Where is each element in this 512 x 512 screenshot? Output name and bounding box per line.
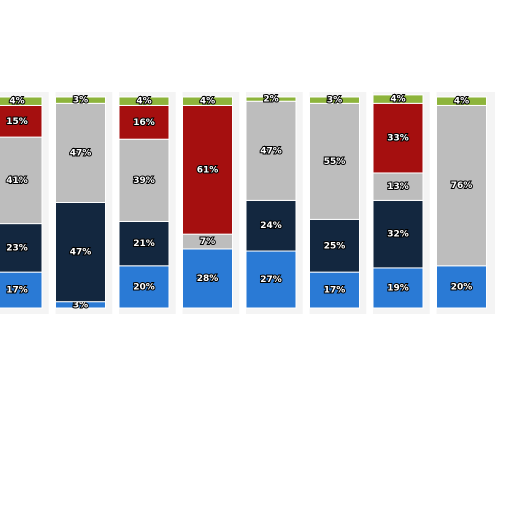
- column-gap: [112, 92, 119, 314]
- value-label: 39%: [133, 176, 155, 186]
- value-label: 4%: [390, 95, 405, 105]
- value-label: 33%: [387, 134, 409, 144]
- value-label: 32%: [387, 230, 409, 240]
- value-label: 20%: [451, 282, 473, 292]
- value-label: 3%: [73, 300, 88, 310]
- bar-segment: [118, 220, 170, 267]
- value-label: 16%: [133, 118, 155, 128]
- value-label: 27%: [260, 275, 282, 285]
- value-label: 47%: [70, 248, 92, 258]
- bar-segment: [309, 96, 360, 104]
- bar-segment: [245, 199, 297, 252]
- bar-segment: [55, 102, 106, 203]
- bar-segment: [182, 248, 233, 309]
- bar-segment: [372, 199, 424, 269]
- bar-segment: [372, 94, 424, 104]
- value-label: 19%: [387, 283, 409, 293]
- bar-segment: [245, 100, 297, 201]
- bar-segment: [245, 250, 297, 309]
- value-label: 4%: [136, 97, 151, 107]
- bar-segment: [118, 265, 170, 309]
- value-label: 3%: [73, 96, 88, 106]
- value-label: 76%: [451, 181, 473, 191]
- value-label: 17%: [6, 286, 28, 296]
- bar-segment: [245, 96, 297, 102]
- value-label: 55%: [324, 157, 346, 167]
- bar-segment: [118, 96, 170, 106]
- column-gap: [175, 92, 183, 314]
- bar-segment: [0, 104, 43, 138]
- bar-segment: [372, 102, 424, 174]
- bar-segment: [309, 102, 360, 220]
- bar-segment: [118, 104, 170, 140]
- bar-segment: [182, 96, 233, 106]
- value-label: 20%: [133, 282, 155, 292]
- column-gap: [429, 92, 437, 314]
- bar-segment: [182, 104, 233, 235]
- bar-segment: [309, 271, 360, 309]
- value-label: 4%: [454, 97, 469, 107]
- bar-segment: [0, 271, 43, 309]
- bar-segment: [436, 265, 487, 309]
- value-label: 4%: [9, 97, 24, 107]
- bar-segment: [309, 218, 360, 273]
- value-label: 24%: [260, 221, 282, 231]
- value-label: 4%: [200, 97, 215, 107]
- value-label: 47%: [70, 148, 92, 158]
- bar-segment: [55, 202, 106, 303]
- value-label: 17%: [324, 286, 346, 296]
- value-label: 23%: [6, 243, 28, 253]
- value-label: 15%: [6, 117, 28, 127]
- value-label: 25%: [324, 241, 346, 251]
- value-label: 3%: [327, 96, 342, 106]
- column-gap: [239, 92, 246, 314]
- column-gap: [302, 92, 310, 314]
- value-label: 41%: [6, 176, 28, 186]
- value-label: 21%: [133, 239, 155, 249]
- bar-segment: [55, 96, 106, 104]
- bar-segment: [0, 136, 43, 225]
- value-label: 2%: [263, 95, 278, 105]
- value-label: 7%: [200, 237, 215, 247]
- column-gap: [366, 92, 373, 314]
- bar-segment: [436, 96, 487, 106]
- column-gap: [48, 92, 56, 314]
- value-label: 13%: [387, 182, 409, 192]
- value-label: 47%: [260, 146, 282, 156]
- value-label: 61%: [197, 165, 219, 175]
- bar-segment: [0, 96, 43, 106]
- value-label: 28%: [197, 274, 219, 284]
- bar-segment: [372, 267, 424, 309]
- bar-segment: [0, 223, 43, 273]
